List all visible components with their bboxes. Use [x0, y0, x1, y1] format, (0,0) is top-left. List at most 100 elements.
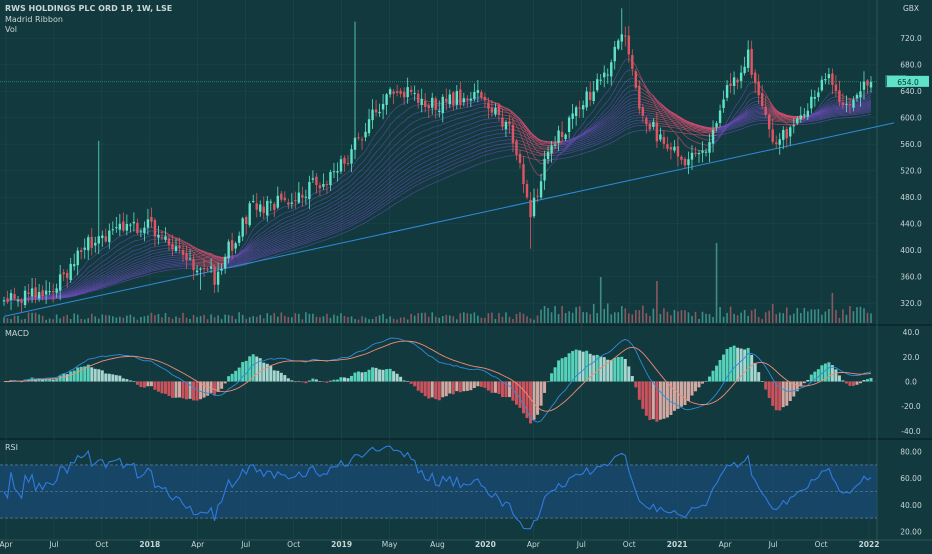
volume-bar [519, 312, 521, 323]
volume-bar [375, 317, 377, 323]
volume-bar [165, 313, 167, 323]
volume-bar [828, 309, 830, 323]
volume-bar [663, 308, 665, 323]
volume-bar [28, 312, 30, 323]
volume-bar [523, 314, 525, 323]
candle-body [371, 110, 373, 120]
candle-body [336, 171, 338, 172]
volume-bar [853, 311, 855, 323]
candle-body [192, 259, 194, 270]
volume-bar [270, 315, 272, 323]
candle-body [48, 291, 50, 292]
candle-body [147, 219, 149, 227]
volume-bar [168, 317, 170, 323]
candle-body [347, 163, 349, 164]
candle-body [241, 218, 243, 236]
volume-bar [445, 315, 447, 323]
volume-bar [667, 312, 669, 323]
candle-body [417, 94, 419, 103]
volume-bar [417, 313, 419, 323]
volume-bar [109, 315, 111, 323]
volume-bar [361, 316, 363, 323]
ribbon-segment [857, 114, 861, 115]
ribbon-segment [776, 119, 780, 120]
candle-body [175, 246, 177, 251]
volume-bar [305, 312, 307, 323]
candle-body [354, 138, 356, 150]
volume-bar [804, 308, 806, 323]
volume-bar [614, 312, 616, 323]
volume-bar [456, 319, 458, 323]
candle-body [470, 99, 472, 101]
candle-body [98, 236, 100, 243]
candle-body [266, 201, 268, 216]
candle-body [322, 184, 324, 187]
volume-bar [505, 312, 507, 323]
volume-bar [31, 313, 33, 323]
candle-body [66, 273, 68, 278]
candle-body [161, 237, 163, 238]
volume-bar [582, 312, 584, 323]
volume-bar [617, 312, 619, 323]
candle-body [10, 293, 12, 300]
volume-bar [516, 314, 518, 323]
volume-bar [70, 319, 72, 323]
volume-bar [526, 316, 528, 323]
volume-bar [779, 313, 781, 323]
volume-bar [593, 304, 595, 323]
candle-body [69, 264, 71, 280]
volume-bar [228, 315, 230, 323]
volume-bar [295, 313, 297, 323]
candle-body [421, 99, 423, 105]
volume-bar [410, 314, 412, 323]
volume-bar [691, 316, 693, 323]
volume-bar [238, 312, 240, 323]
candle-body [315, 177, 317, 185]
candle-body [361, 139, 363, 140]
volume-bar [796, 308, 798, 323]
volume-bar [705, 314, 707, 323]
volume-bar [186, 318, 188, 323]
volume-bar [59, 318, 61, 323]
volume-bar [509, 317, 511, 323]
volume-bar [63, 316, 65, 323]
volume-bar [154, 315, 156, 323]
volume-bar [860, 307, 862, 323]
volume-bar [807, 311, 809, 323]
candle-body [259, 204, 261, 211]
volume-bar [712, 317, 714, 323]
candle-body [199, 269, 201, 270]
volume-bar [512, 319, 514, 323]
volume-bar [372, 319, 374, 323]
volume-bar [330, 318, 332, 323]
volume-bar [203, 315, 205, 323]
volume-bar [867, 313, 869, 323]
candle-body [168, 238, 170, 245]
candle-body [20, 300, 22, 302]
volume-bar [144, 316, 146, 323]
candle-body [431, 98, 433, 108]
candle-body [105, 236, 107, 241]
volume-bar [856, 307, 858, 323]
candle-body [171, 244, 173, 250]
candle-body [185, 253, 187, 260]
volume-bar [193, 315, 195, 323]
volume-bar [646, 313, 648, 323]
volume-bar [849, 306, 851, 323]
volume-bar [653, 309, 655, 323]
volume-bar [347, 317, 349, 323]
volume-bar [775, 314, 777, 323]
candle-body [350, 149, 352, 163]
volume-bar [695, 312, 697, 323]
volume-bar [702, 312, 704, 323]
candle-body [143, 228, 145, 234]
candle-body [133, 222, 135, 223]
candle-body [231, 240, 233, 251]
candle-body [428, 105, 430, 108]
candle-body [196, 271, 198, 273]
candle-body [456, 91, 458, 105]
volume-bar [56, 315, 58, 323]
volume-bar [245, 319, 247, 323]
volume-bar [45, 320, 47, 323]
